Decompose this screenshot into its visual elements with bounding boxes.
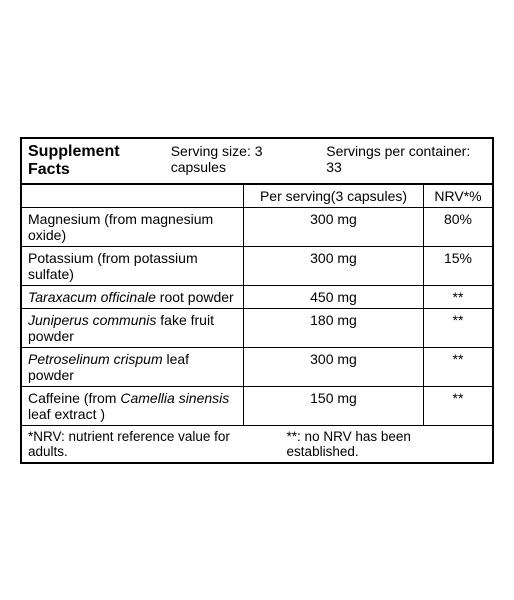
footer-row: *NRV: nutrient reference value for adult… [22, 426, 492, 462]
panel-title: Supplement Facts [28, 143, 163, 179]
col-header-per-serving: Per serving(3 capsules) [244, 185, 424, 207]
ingredient-name: Caffeine (from Camellia sinensis leaf ex… [22, 387, 244, 425]
table-row: Caffeine (from Camellia sinensis leaf ex… [22, 387, 492, 426]
table-row: Magnesium (from magnesium oxide)300 mg80… [22, 208, 492, 247]
col-header-blank [22, 185, 244, 207]
ingredient-nrv: ** [424, 348, 492, 386]
ingredient-nrv: ** [424, 286, 492, 308]
footnote-no-nrv: **: no NRV has been established. [287, 429, 486, 459]
ingredient-amount: 180 mg [244, 309, 424, 347]
supplement-facts-panel: Supplement Facts Serving size: 3 capsule… [20, 137, 494, 464]
ingredient-name: Taraxacum officinale root powder [22, 286, 244, 308]
ingredient-amount: 300 mg [244, 208, 424, 246]
table-row: Petroselinum crispum leaf powder300 mg** [22, 348, 492, 387]
ingredient-name: Potassium (from potassium sulfate) [22, 247, 244, 285]
ingredient-amount: 300 mg [244, 348, 424, 386]
ingredient-name: Juniperus communis fake fruit powder [22, 309, 244, 347]
column-header-row: Per serving(3 capsules) NRV*% [22, 185, 492, 208]
ingredient-nrv: ** [424, 309, 492, 347]
ingredient-nrv: 80% [424, 208, 492, 246]
footnote-nrv-def: *NRV: nutrient reference value for adult… [28, 429, 273, 459]
table-row: Taraxacum officinale root powder450 mg** [22, 286, 492, 309]
ingredient-amount: 300 mg [244, 247, 424, 285]
ingredient-nrv: ** [424, 387, 492, 425]
serving-size: Serving size: 3 capsules [171, 143, 319, 175]
table-row: Juniperus communis fake fruit powder180 … [22, 309, 492, 348]
col-header-nrv: NRV*% [424, 185, 492, 207]
ingredient-nrv: 15% [424, 247, 492, 285]
ingredient-amount: 150 mg [244, 387, 424, 425]
data-rows: Magnesium (from magnesium oxide)300 mg80… [22, 208, 492, 426]
ingredient-name: Petroselinum crispum leaf powder [22, 348, 244, 386]
header-row: Supplement Facts Serving size: 3 capsule… [22, 139, 492, 185]
ingredient-name: Magnesium (from magnesium oxide) [22, 208, 244, 246]
table-row: Potassium (from potassium sulfate)300 mg… [22, 247, 492, 286]
ingredient-amount: 450 mg [244, 286, 424, 308]
servings-per-container: Servings per container: 33 [326, 143, 486, 175]
